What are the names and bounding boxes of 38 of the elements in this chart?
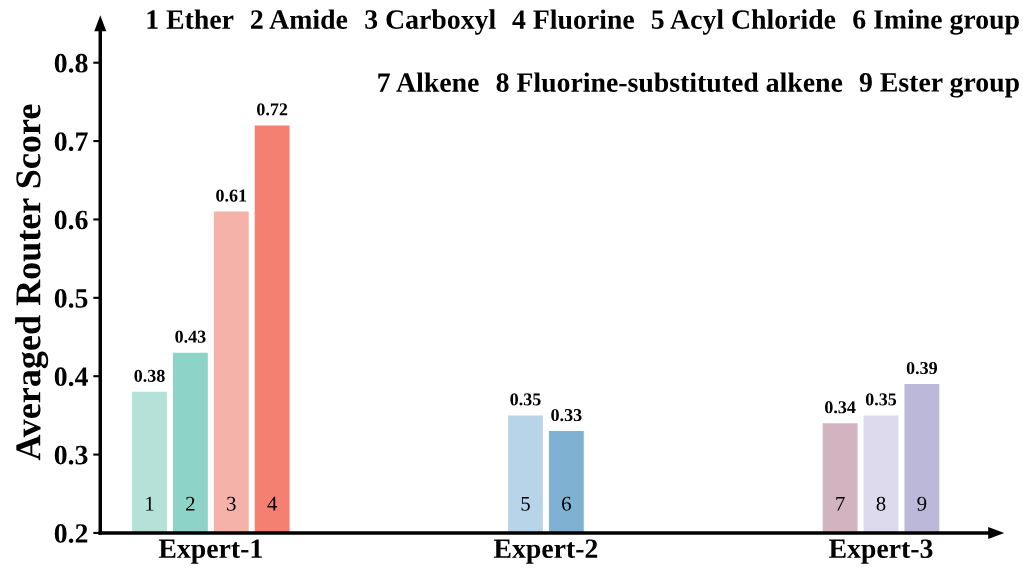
series-label: 8 <box>876 496 886 511</box>
text: 4 Fluorine <box>512 9 634 30</box>
y-tick-label: 0.6 <box>54 210 88 230</box>
series-label: 7 <box>836 496 845 511</box>
x-tick-label: Expert-2 <box>493 539 598 564</box>
data-label: 0.43 <box>175 330 206 343</box>
text: 2 Amide <box>251 9 348 29</box>
annotation: 8 Fluorine-substituted alkene <box>496 72 843 93</box>
annotation: 5 Acyl Chloride <box>651 9 836 35</box>
series-label: 9 <box>917 496 927 511</box>
data-label: 0.72 <box>257 103 288 116</box>
y-tick-label: 0.7 <box>54 132 88 152</box>
series-label: 1 <box>146 496 154 511</box>
text: 1 Ether <box>147 9 234 29</box>
data-label: 0.35 <box>865 393 897 406</box>
data-label: 0.34 <box>825 401 856 414</box>
annotation: 6 Imine group <box>853 9 1019 35</box>
series-label: 5 <box>521 496 530 511</box>
y-tick-label: 0.2 <box>54 524 88 543</box>
annotation: 3 Carboxyl <box>365 9 496 35</box>
y-tick-label: 0.4 <box>54 367 88 387</box>
y-axis-title: Averaged Router Score <box>15 104 49 461</box>
series-label: 4 <box>267 496 278 511</box>
data-label: 0.33 <box>551 408 582 422</box>
data-label: 0.35 <box>510 393 541 406</box>
series-label: 3 <box>227 496 236 511</box>
data-label: 0.61 <box>216 189 247 202</box>
x-tick-label: Expert-3 <box>829 539 933 564</box>
series-label: 2 <box>186 496 195 511</box>
data-label: 0.38 <box>134 369 165 383</box>
y-tick-label: 0.3 <box>54 445 88 465</box>
annotation: 7 Alkene <box>378 72 479 92</box>
annotation: 9 Ester group <box>859 73 1019 98</box>
y-tick-label: 0.5 <box>54 288 88 308</box>
data-label: 0.39 <box>906 361 938 375</box>
series-label: 6 <box>562 496 571 511</box>
y-tick-label: 0.8 <box>54 53 88 73</box>
x-tick-label: Expert-1 <box>158 539 262 564</box>
